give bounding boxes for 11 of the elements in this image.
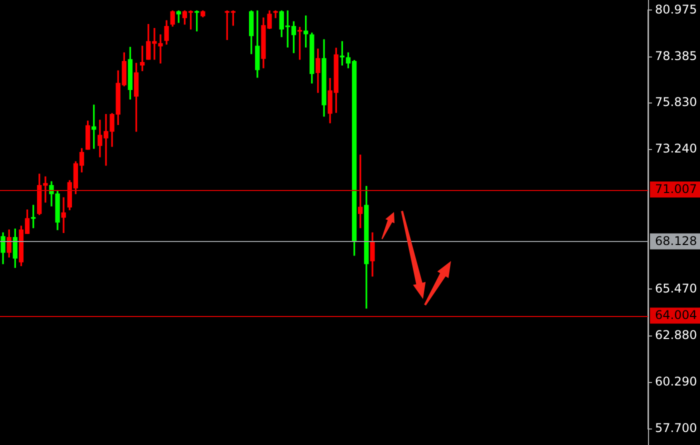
y-tick-label: 57.700 [655, 421, 698, 436]
y-tick-label: 60.290 [655, 374, 698, 389]
ref-line-label: 71.007 [655, 182, 698, 196]
ref-line-label: 64.004 [655, 308, 698, 322]
y-tick-label: 75.830 [655, 94, 698, 109]
y-tick-label: 78.385 [655, 48, 698, 63]
y-tick-label: 73.240 [655, 142, 698, 156]
y-tick-label: 80.975 [655, 2, 698, 16]
ref-line-label: 68.128 [655, 234, 698, 248]
y-tick-label: 62.880 [655, 328, 698, 342]
y-tick-label: 65.470 [655, 281, 698, 296]
